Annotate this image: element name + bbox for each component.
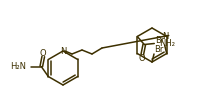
Text: O: O: [139, 54, 146, 62]
Text: O: O: [40, 49, 47, 57]
Text: Br: Br: [154, 45, 164, 54]
Text: Br: Br: [155, 36, 164, 45]
Text: NH₂: NH₂: [159, 39, 175, 48]
Text: N: N: [162, 32, 169, 41]
Text: H₂N: H₂N: [10, 62, 26, 71]
Text: N: N: [60, 47, 66, 56]
